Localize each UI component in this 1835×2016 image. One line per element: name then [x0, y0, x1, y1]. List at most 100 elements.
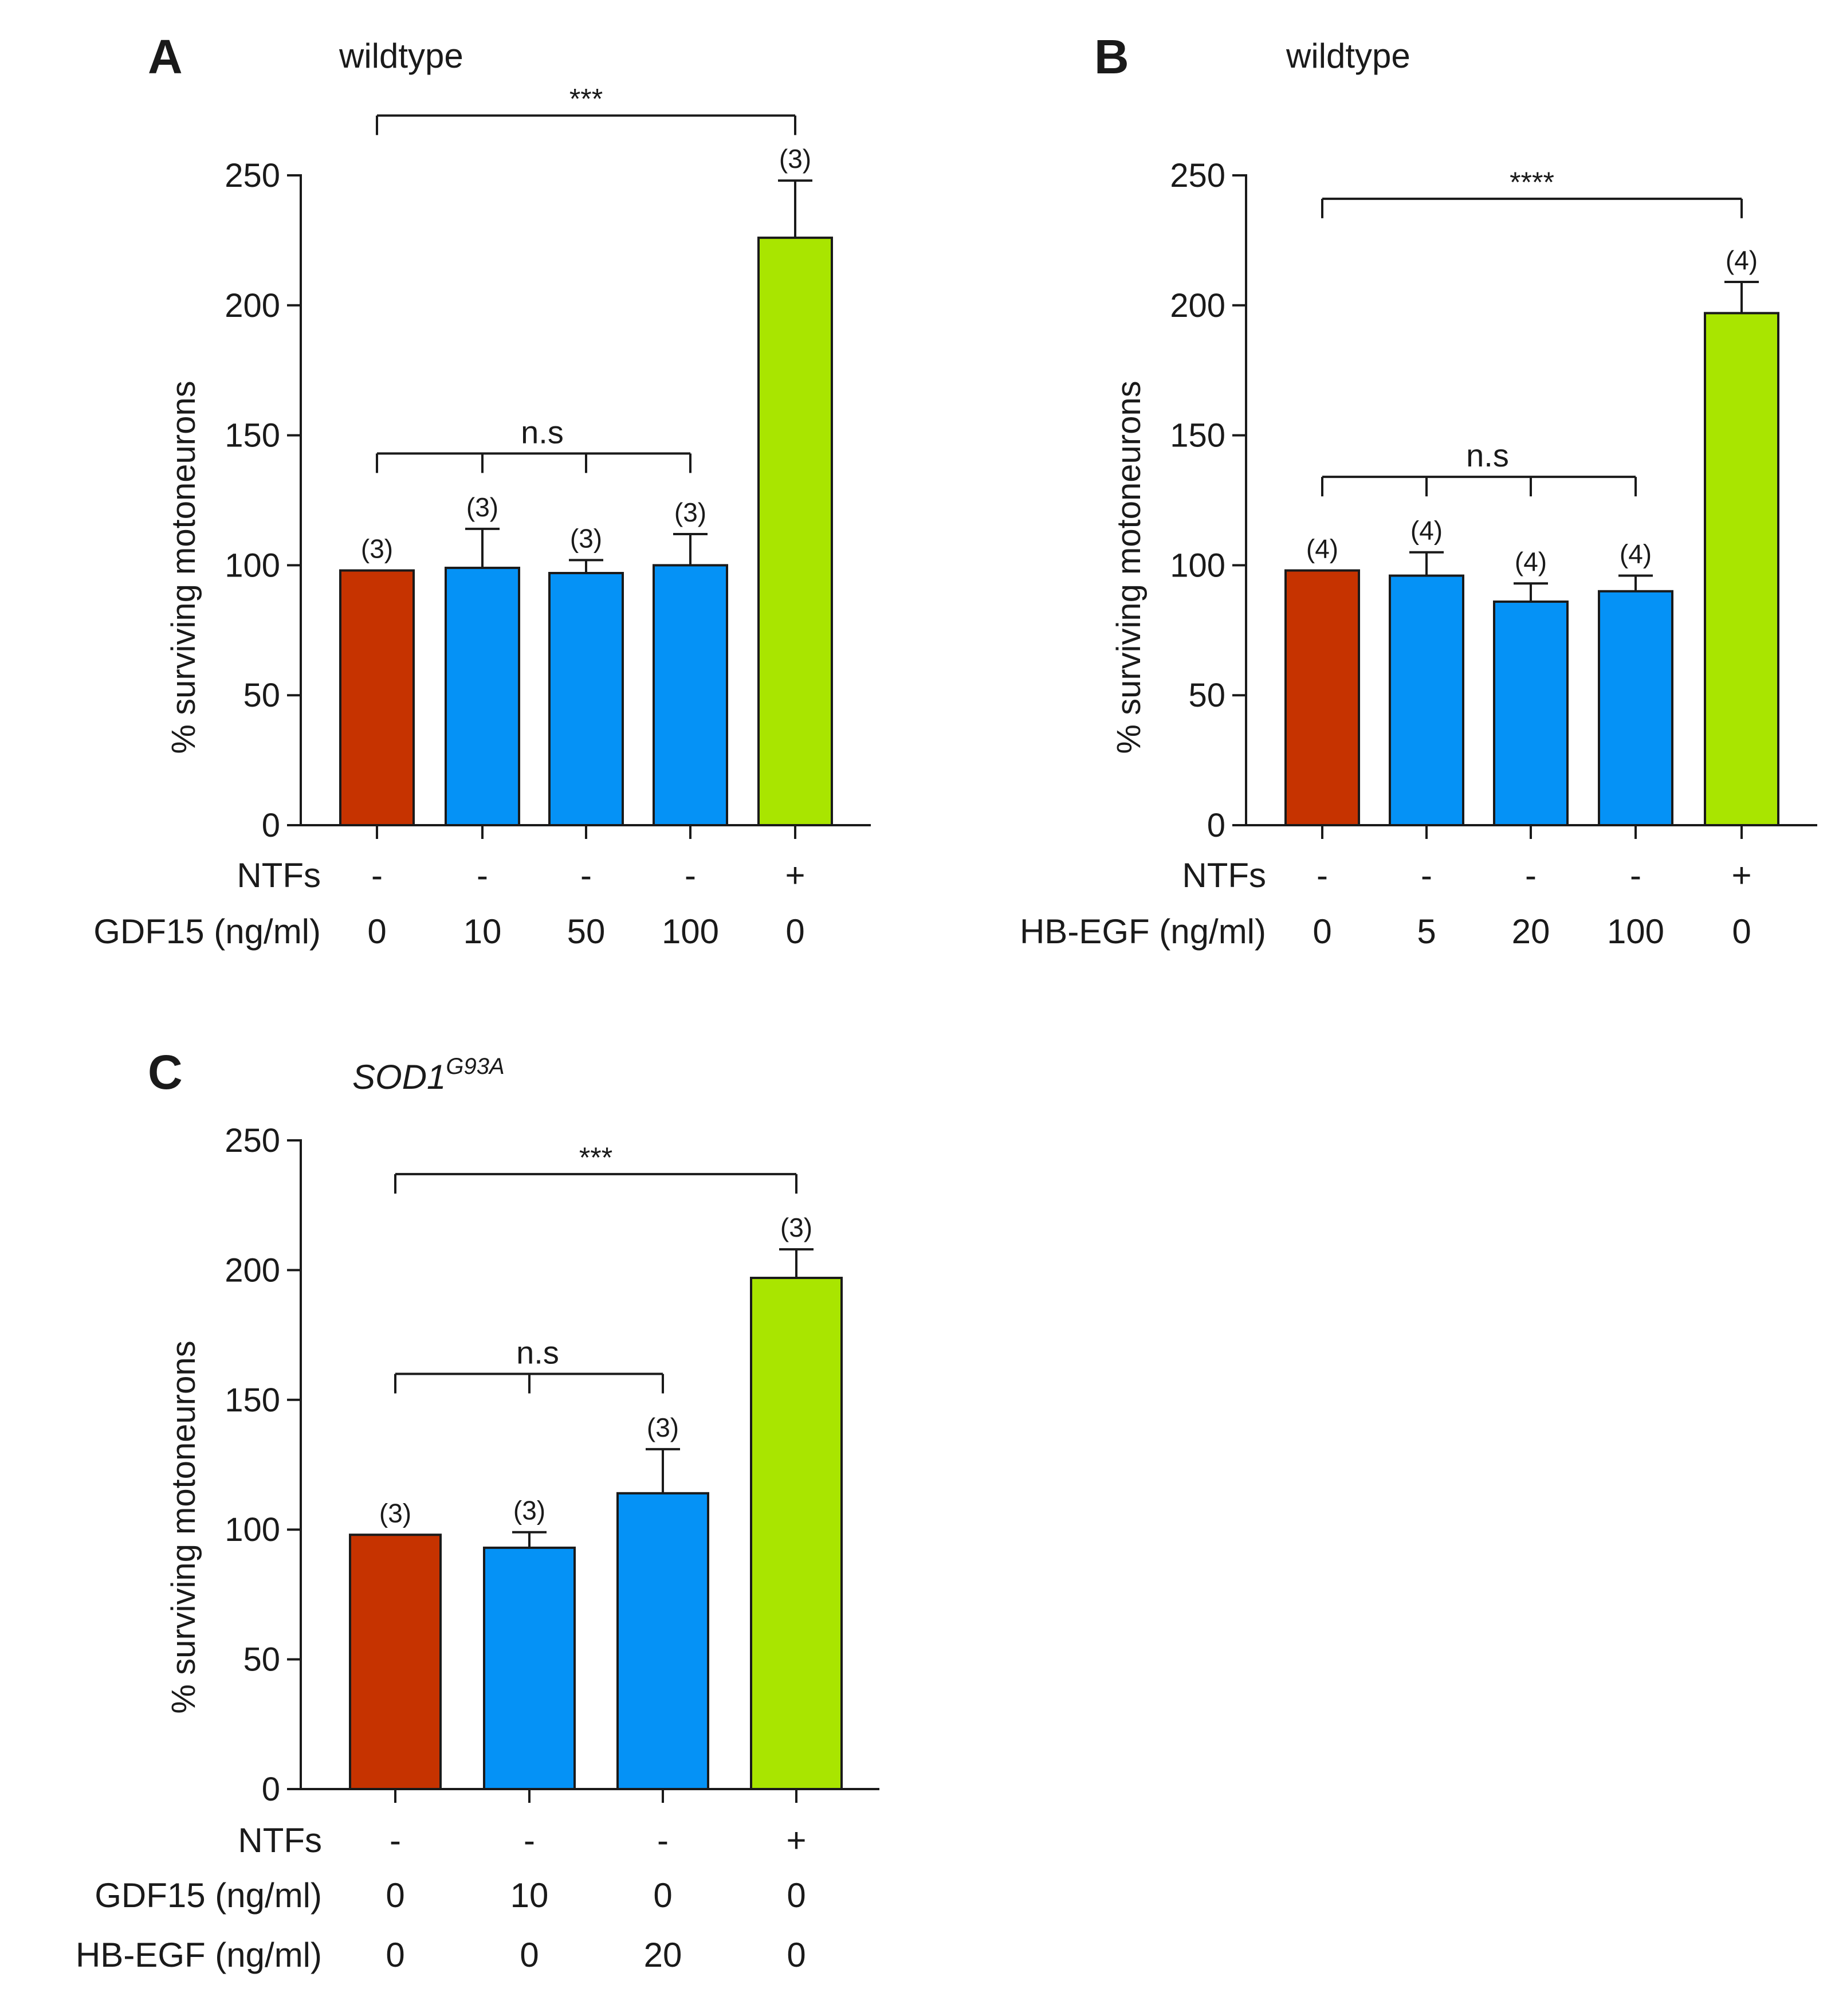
- panel-c-title: SOD1G93A: [352, 1054, 505, 1096]
- sample-size-label: (3): [513, 1496, 545, 1525]
- panel-b-plot: 0 50 100 150 200 250 (4) - 0 (4) - 5 (4) - 20 (4) - 100 (4…: [1170, 157, 1817, 951]
- condition-value: 0: [787, 1876, 805, 1915]
- bar: [548, 572, 624, 826]
- panel-c-plot: 050100150200250(3)-00(3)-100(3)-020(3)+0…: [225, 1122, 879, 1974]
- panel-c-row-label-ntfs: NTFs: [238, 1821, 322, 1860]
- condition-value: 0: [785, 912, 804, 951]
- condition-value: 0: [386, 1876, 404, 1915]
- y-tick-label: 0: [262, 807, 280, 844]
- condition-value: +: [786, 1821, 806, 1860]
- bar: [1704, 312, 1779, 826]
- condition-value: -: [1630, 856, 1641, 895]
- condition-value: -: [1317, 856, 1328, 895]
- y-tick-label: 150: [1170, 417, 1225, 454]
- bar: [483, 1546, 576, 1790]
- condition-value: 0: [1313, 912, 1331, 951]
- sample-size-label: (4): [1306, 534, 1338, 563]
- condition-value: 5: [1417, 912, 1436, 951]
- y-tick-label: 0: [1207, 807, 1225, 844]
- y-tick-label: 100: [225, 1511, 280, 1548]
- ns-label: n.s: [521, 414, 564, 450]
- condition-value: -: [580, 856, 592, 895]
- panel-c: C SOD1G93A % surviving motoneurons NTFs …: [76, 1045, 879, 1974]
- condition-value: 10: [510, 1876, 549, 1915]
- sample-size-label: (4): [1620, 539, 1652, 569]
- panel-c-title-gene: SOD1: [352, 1058, 446, 1096]
- y-tick-label: 50: [243, 677, 280, 714]
- y-tick-label: 200: [1170, 287, 1225, 324]
- panel-b-title: wildtype: [1286, 37, 1410, 75]
- panel-c-y-axis-label: % surviving motoneurons: [165, 1340, 202, 1713]
- y-tick-label: 50: [243, 1641, 280, 1678]
- y-tick-label: 250: [225, 1122, 280, 1159]
- panel-a-label: A: [148, 30, 183, 84]
- ns-label: n.s: [1466, 437, 1509, 473]
- panel-c-row-label-hbegf: HB-EGF (ng/ml): [76, 1936, 322, 1974]
- ns-label: n.s: [516, 1335, 559, 1371]
- panel-a-y-axis-label: % surviving motoneurons: [165, 381, 202, 754]
- bar: [1598, 590, 1673, 826]
- panel-a-row-label-gdf15: GDF15 (ng/ml): [93, 912, 321, 951]
- bar: [445, 566, 520, 826]
- panel-a-title: wildtype: [339, 37, 463, 75]
- y-tick-label: 200: [225, 1252, 280, 1289]
- condition-value: 10: [463, 912, 502, 951]
- bar: [653, 564, 728, 827]
- condition-value: -: [1525, 856, 1537, 895]
- sample-size-label: (4): [1410, 516, 1443, 546]
- condition-value: -: [390, 1821, 401, 1860]
- panel-b-row-label-ntfs: NTFs: [1182, 856, 1266, 895]
- condition-value: 100: [662, 912, 719, 951]
- condition-value: 100: [1607, 912, 1664, 951]
- panel-b-y-axis-label: % surviving motoneurons: [1110, 381, 1148, 754]
- bar: [750, 1276, 843, 1790]
- sample-size-label: (3): [647, 1413, 679, 1442]
- condition-value: 20: [1512, 912, 1550, 951]
- panel-b: B wildtype % surviving motoneurons NTFs …: [1020, 30, 1817, 951]
- sample-size-label: (3): [780, 1213, 812, 1242]
- significance-label: ***: [579, 1142, 612, 1174]
- condition-value: 0: [653, 1876, 672, 1915]
- condition-value: -: [657, 1821, 669, 1860]
- panel-b-row-label-hbegf: HB-EGF (ng/ml): [1020, 912, 1266, 951]
- condition-value: +: [785, 856, 805, 895]
- condition-value: -: [477, 856, 488, 895]
- condition-value: 0: [520, 1936, 539, 1974]
- sample-size-label: (3): [361, 534, 393, 563]
- panel-a-row-label-ntfs: NTFs: [237, 856, 321, 895]
- panel-a-plot: 0 50 100 150 200 250 (3) - 0 (3) - 10 (3) - 50 (3) - 100 (…: [225, 83, 871, 951]
- sample-size-label: (3): [570, 523, 602, 553]
- condition-value: 0: [367, 912, 386, 951]
- significance-label: ****: [1510, 166, 1554, 198]
- condition-value: -: [685, 856, 696, 895]
- condition-value: 50: [567, 912, 606, 951]
- y-tick-label: 100: [1170, 547, 1225, 584]
- sample-size-label: (3): [379, 1498, 411, 1528]
- sample-size-label: (4): [1726, 245, 1758, 275]
- bar: [1284, 569, 1360, 826]
- bar: [616, 1492, 709, 1791]
- sample-size-label: (3): [674, 497, 706, 527]
- bar: [1389, 574, 1464, 826]
- y-tick-label: 250: [225, 157, 280, 194]
- significance-label: ***: [569, 83, 603, 115]
- panel-c-row-label-gdf15: GDF15 (ng/ml): [95, 1876, 322, 1915]
- condition-value: -: [524, 1821, 535, 1860]
- condition-value: 0: [386, 1936, 404, 1974]
- bar: [349, 1533, 442, 1791]
- y-tick-label: 200: [225, 287, 280, 324]
- condition-value: -: [371, 856, 383, 895]
- condition-value: -: [1421, 856, 1432, 895]
- panel-a: A wildtype % surviving motoneurons NTFs …: [93, 30, 871, 951]
- panel-c-title-superscript: G93A: [446, 1054, 504, 1079]
- y-tick-label: 250: [1170, 157, 1225, 194]
- bar: [1493, 600, 1569, 827]
- y-tick-label: 150: [225, 1382, 280, 1419]
- bar: [339, 569, 415, 826]
- bar: [757, 236, 833, 826]
- condition-value: 20: [644, 1936, 682, 1974]
- y-tick-label: 50: [1188, 677, 1225, 714]
- sample-size-label: (3): [466, 492, 498, 522]
- condition-value: +: [1731, 856, 1751, 895]
